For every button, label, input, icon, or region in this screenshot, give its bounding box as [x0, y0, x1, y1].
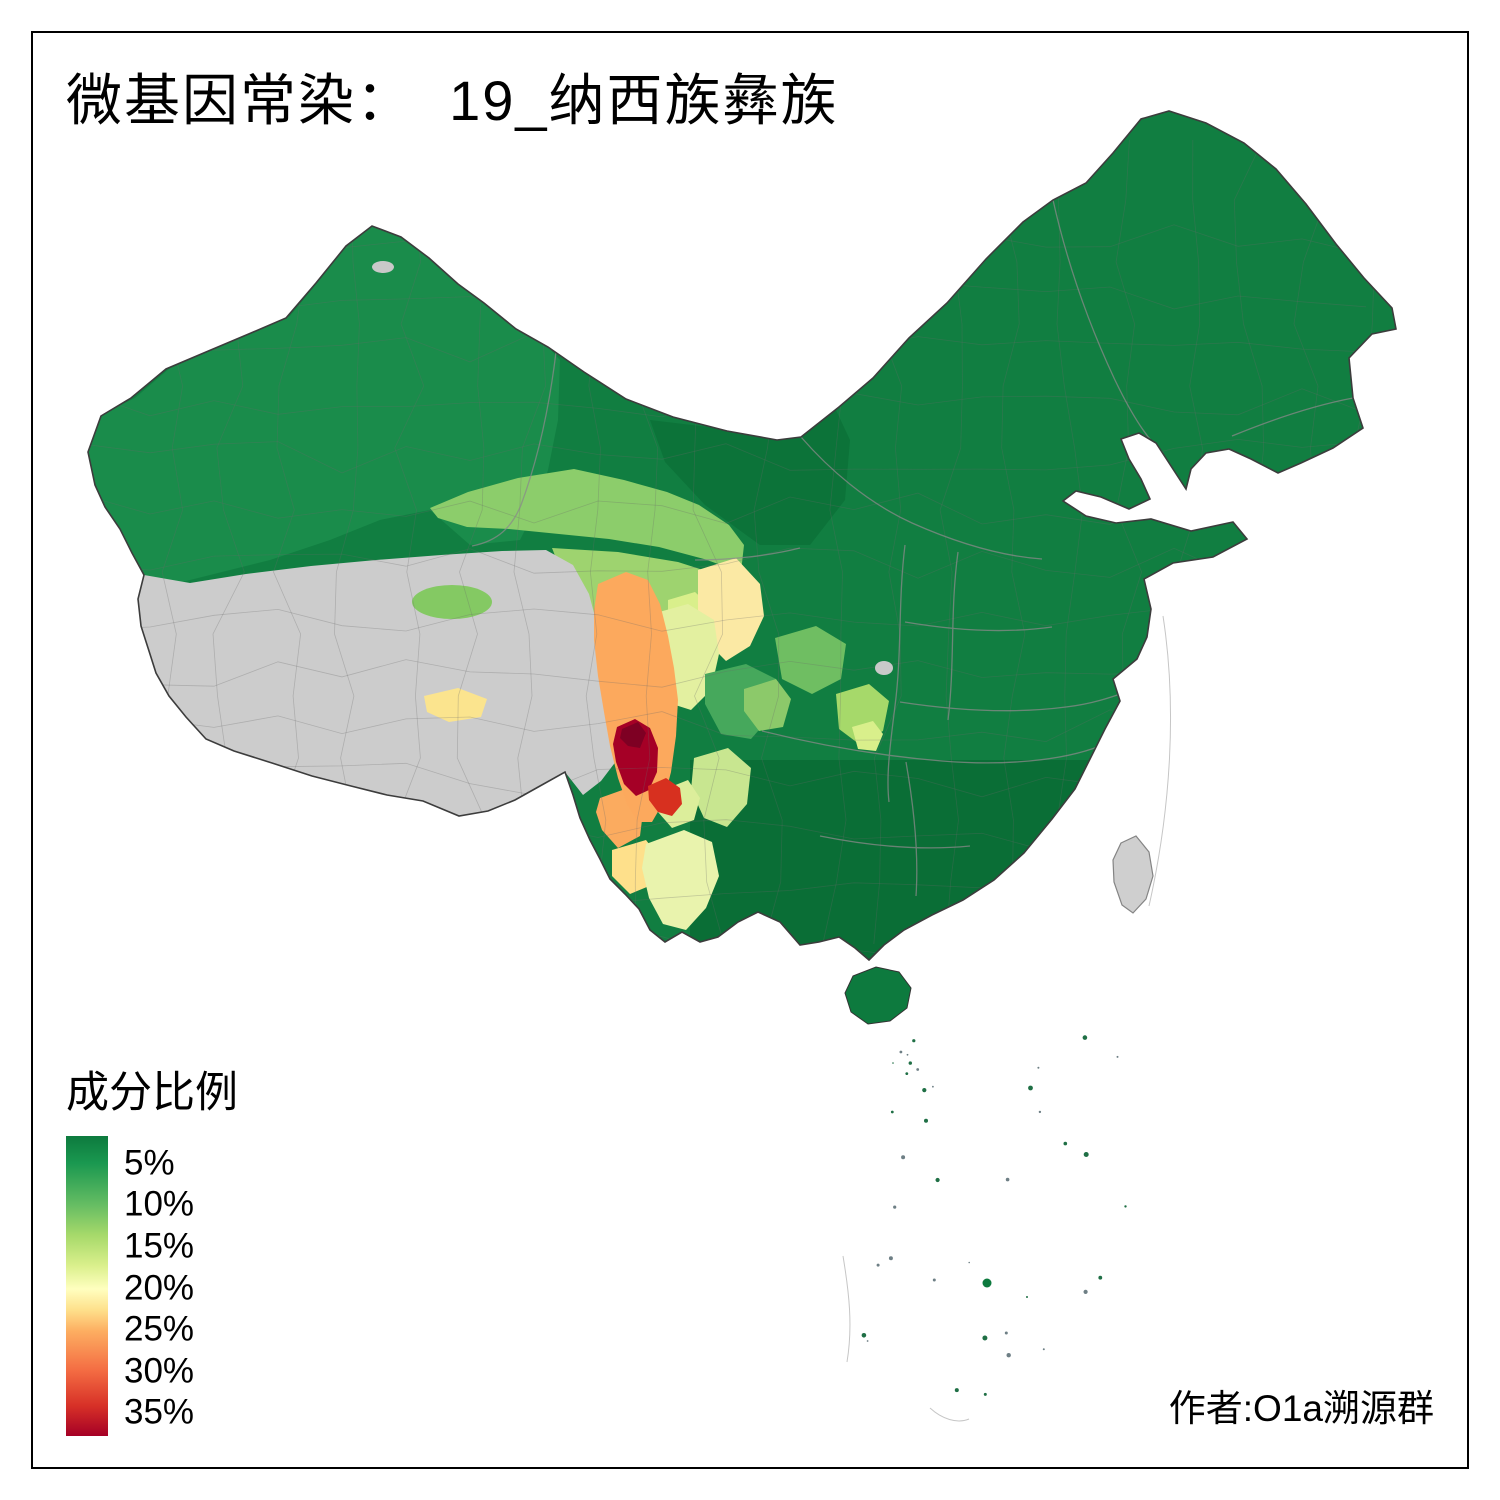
author-credit: 作者:O1a溯源群: [1168, 1388, 1434, 1429]
legend-tick-label: 30%: [124, 1351, 195, 1391]
region-south-tibet-patch: [424, 688, 487, 722]
island-dot: [1042, 1348, 1045, 1351]
region-liangshan-peak: [620, 722, 646, 748]
region-central-yunnan: [642, 830, 719, 930]
island-dot: [912, 1039, 916, 1043]
island-dot: [954, 1388, 959, 1393]
island-dot: [892, 1062, 894, 1064]
legend-tick-label: 10%: [124, 1184, 195, 1224]
island-dot: [968, 1261, 970, 1264]
sea-boundary-lines: [842, 615, 1171, 1422]
mesh-line: [1353, 139, 1387, 945]
legend-colorbar: [66, 1136, 108, 1436]
island-dot: [983, 1392, 987, 1396]
island-dot: [1063, 1141, 1068, 1146]
island-dot: [924, 1118, 928, 1123]
island-dot: [908, 1061, 912, 1065]
island-dot: [901, 1155, 906, 1160]
region-northeast-yunnan: [691, 748, 751, 827]
island-dot: [922, 1088, 927, 1093]
mesh-line: [89, 927, 1367, 960]
island-dot: [1004, 1331, 1008, 1335]
region-north-tibet-patch: [412, 585, 492, 619]
legend-tick-label: 15%: [124, 1226, 195, 1266]
island-dot: [1083, 1152, 1089, 1157]
legend-tick-label: 25%: [124, 1309, 195, 1349]
legend-tick-label: 20%: [124, 1268, 195, 1307]
island-dot: [893, 1205, 897, 1209]
mainland-regions: [88, 111, 1396, 960]
island-dot: [935, 1177, 940, 1183]
island-dot: [1083, 1289, 1088, 1294]
map-title: 微基因常染： 19_纳西族彝族: [66, 69, 839, 132]
legend-body: 5% 10% 15% 20% 25% 30% 35%: [66, 1136, 264, 1436]
island-dot: [982, 1278, 992, 1288]
island-dot: [861, 1333, 867, 1338]
legend: 成分比例 5% 10% 15% 20% 25% 30% 35%: [66, 1058, 264, 1436]
island-dot: [1028, 1085, 1033, 1091]
island-dot: [1116, 1055, 1119, 1058]
legend-tick-label: 35%: [124, 1392, 195, 1432]
south-china-sea-islands: [861, 1035, 1127, 1396]
region-east-sichuan-band: [775, 626, 846, 694]
lake-spot-xinjiang: [372, 261, 394, 273]
island-dot: [982, 1335, 988, 1341]
country-outline: [87, 110, 1397, 962]
province-borders: [471, 199, 1354, 897]
island-dot: [932, 1278, 936, 1282]
lake-spot: [875, 661, 893, 675]
region-basin-east: [744, 679, 791, 731]
island-dot: [876, 1263, 880, 1267]
island-dot: [1124, 1205, 1127, 1208]
island-dot: [1037, 1066, 1040, 1069]
mesh-line: [89, 547, 1367, 582]
island-dot: [1006, 1353, 1011, 1358]
island-dot: [1082, 1035, 1088, 1040]
mesh-line: [1000, 139, 1026, 945]
region-south-china: [690, 760, 1110, 960]
island-dot: [1038, 1110, 1042, 1114]
region-hexi-corridor: [430, 469, 744, 572]
region-hainan: [844, 966, 912, 1025]
island-dot: [1026, 1296, 1028, 1298]
region-inner-mongolia-west: [650, 408, 850, 545]
island-dot: [906, 1053, 909, 1056]
island-dot: [866, 1340, 869, 1342]
region-tibet: [138, 550, 617, 816]
region-chongqing-pale: [852, 721, 883, 751]
island-dot: [899, 1050, 903, 1054]
island-dot: [1005, 1177, 1010, 1182]
region-panzhihua: [648, 778, 682, 816]
island-dot: [932, 1085, 934, 1088]
legend-tick-labels: 5% 10% 15% 20% 25% 30% 35%: [124, 1136, 264, 1436]
island-dot: [1098, 1275, 1103, 1280]
island-dot: [905, 1072, 909, 1075]
legend-tick-label: 5%: [124, 1143, 175, 1183]
region-taiwan: [1112, 835, 1154, 914]
region-xinjiang: [88, 226, 560, 590]
legend-title: 成分比例: [66, 1069, 238, 1117]
island-dot: [916, 1068, 920, 1071]
island-dot: [888, 1256, 893, 1261]
island-dot: [890, 1110, 894, 1114]
